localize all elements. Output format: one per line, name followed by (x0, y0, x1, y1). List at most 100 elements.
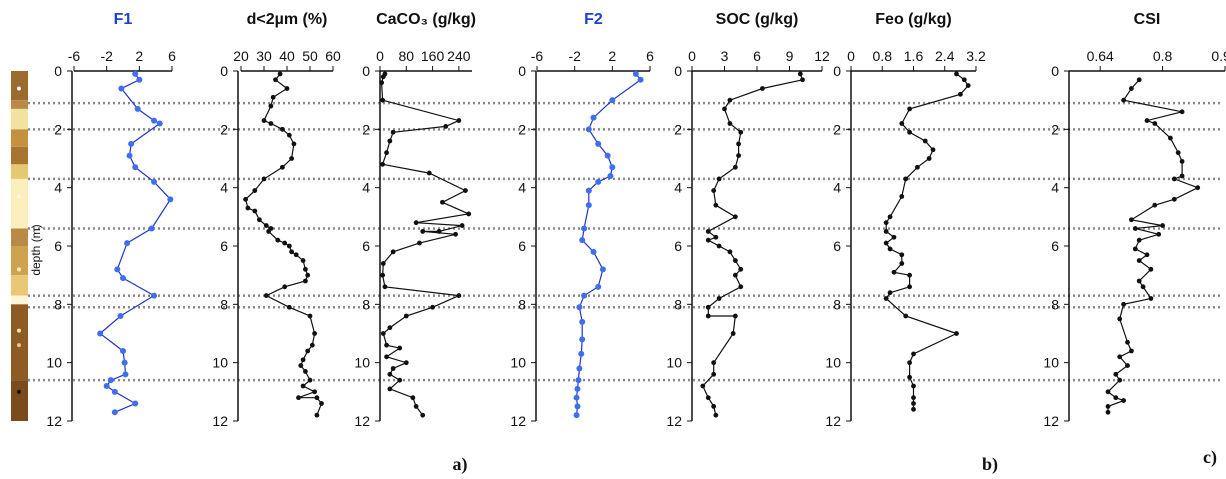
data-point (1129, 217, 1134, 223)
data-point (403, 360, 409, 366)
data-point (293, 252, 299, 258)
data-point (903, 313, 909, 319)
data-point (420, 412, 426, 418)
data-point (413, 404, 419, 409)
x-tick-label: -6 (531, 48, 544, 64)
data-point (1132, 246, 1138, 252)
core-layer (11, 275, 28, 296)
core-inclusion (17, 389, 21, 394)
y-tick-label: 2 (54, 121, 62, 137)
data-point (443, 124, 449, 129)
data-point (883, 240, 889, 246)
data-point (1195, 185, 1201, 191)
y-tick-label: 4 (54, 180, 62, 196)
data-point (911, 401, 916, 406)
x-tick-label: 12 (814, 48, 830, 64)
data-point (413, 220, 419, 226)
data-point (922, 138, 928, 144)
x-tick-label: 0 (847, 48, 855, 64)
data-point (1125, 363, 1130, 368)
series-line (885, 73, 969, 410)
data-point (1113, 371, 1119, 377)
data-point (1132, 226, 1138, 231)
data-point (387, 371, 393, 377)
data-point (289, 156, 294, 161)
data-point (716, 296, 722, 301)
data-point (286, 132, 292, 138)
data-point (732, 272, 738, 278)
data-point (124, 240, 131, 247)
data-point (305, 272, 311, 278)
data-point (915, 164, 920, 170)
data-point (387, 386, 393, 392)
y-tick-label: 12 (1043, 413, 1059, 429)
x-tick-label: 30 (256, 48, 272, 64)
data-point (286, 243, 292, 249)
y-tick-label: 6 (54, 238, 62, 254)
data-point (907, 106, 912, 112)
data-point (151, 292, 158, 299)
x-tick-label: 6 (168, 48, 176, 64)
data-point (713, 234, 719, 240)
data-point (463, 188, 468, 193)
x-tick-label: 2 (608, 48, 616, 64)
x-tick-label: 20 (233, 48, 249, 64)
data-point (1136, 258, 1142, 263)
data-point (380, 261, 386, 266)
data-point (303, 266, 308, 272)
data-point (1121, 398, 1126, 403)
data-point (390, 129, 396, 135)
y-tick-label: 10 (354, 355, 370, 371)
y-tick-label: 6 (518, 238, 526, 254)
data-point (384, 150, 389, 156)
data-point (581, 292, 588, 299)
data-point (722, 106, 727, 112)
chart-panel: d<2µm (%) 20 30 40 50 60 0 2 4 6 8 10 12 (212, 11, 341, 429)
core-layer (11, 178, 28, 229)
data-point (891, 269, 897, 275)
x-tick-label: -6 (68, 48, 81, 64)
core-inclusion (17, 328, 21, 333)
y-tick-label: 12 (510, 413, 526, 429)
chart-title: Feo (g/kg) (875, 11, 951, 28)
data-point (899, 121, 905, 126)
data-point (397, 345, 403, 351)
data-point (1136, 278, 1142, 284)
data-point (120, 348, 126, 354)
data-point (711, 404, 717, 409)
chart-panel: CSI 0.64 0.8 0.96 0 2 4 6 8 10 12 (1043, 11, 1226, 429)
data-point (280, 164, 285, 170)
data-point (397, 377, 403, 383)
y-tick-label: 0 (833, 63, 841, 79)
data-point (390, 366, 396, 371)
data-point (732, 214, 738, 220)
x-tick-label: 0 (376, 48, 384, 64)
y-tick-label: 8 (54, 296, 62, 312)
data-point (97, 330, 104, 337)
data-point (590, 114, 597, 121)
y-tick-label: 8 (220, 296, 228, 312)
data-point (575, 377, 582, 384)
data-point (738, 284, 744, 290)
y-tick-label: 8 (674, 296, 682, 312)
data-point (252, 188, 258, 193)
data-point (118, 85, 125, 92)
data-point (1125, 339, 1130, 345)
data-point (252, 208, 258, 214)
core-layer (11, 246, 28, 276)
data-point (307, 377, 313, 383)
data-point (1117, 316, 1123, 322)
data-point (314, 412, 320, 418)
data-point (907, 284, 912, 290)
chart-title: F1 (114, 11, 133, 28)
data-point (300, 357, 306, 363)
core-layer (11, 380, 28, 421)
x-tick-label: 2 (135, 48, 143, 64)
data-point (128, 140, 135, 147)
series-line (702, 73, 804, 416)
core-inclusion (17, 194, 21, 199)
x-tick-label: 0.8 (1153, 48, 1173, 64)
data-point (911, 383, 916, 389)
x-tick-label: 60 (325, 48, 341, 64)
data-point (899, 252, 905, 258)
